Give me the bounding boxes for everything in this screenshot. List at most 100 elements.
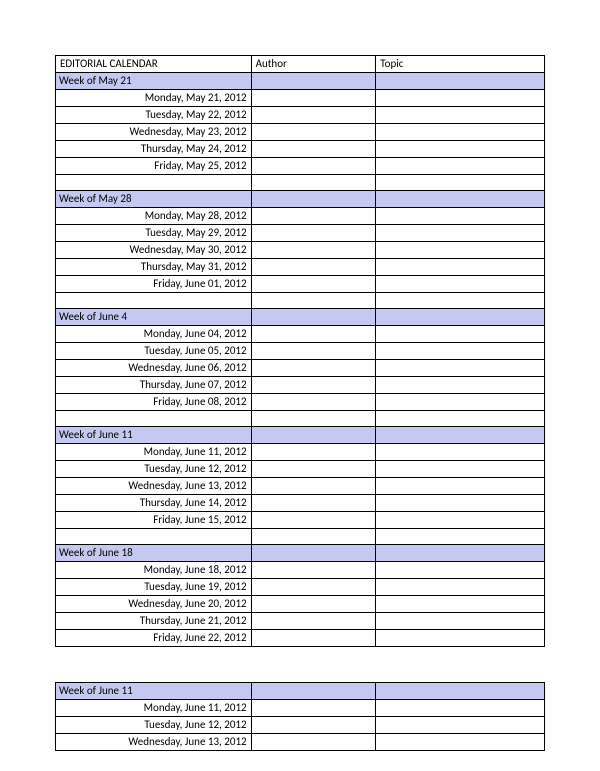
week-header-row: Week of June 11 bbox=[56, 427, 545, 444]
day-row: Friday, June 01, 2012 bbox=[56, 276, 545, 293]
day-row: Monday, May 21, 2012 bbox=[56, 90, 545, 107]
blank-row bbox=[56, 293, 545, 309]
day-date: Friday, June 08, 2012 bbox=[56, 394, 252, 411]
author-cell bbox=[251, 596, 376, 613]
author-cell bbox=[251, 478, 376, 495]
topic-cell bbox=[376, 596, 545, 613]
day-row: Friday, June 08, 2012 bbox=[56, 394, 545, 411]
day-row: Tuesday, May 29, 2012 bbox=[56, 225, 545, 242]
day-date: Thursday, June 14, 2012 bbox=[56, 495, 252, 512]
week-header-row: Week of May 21 bbox=[56, 73, 545, 90]
author-cell bbox=[251, 276, 376, 293]
day-row: Tuesday, June 12, 2012 bbox=[56, 461, 545, 478]
day-row: Monday, June 11, 2012 bbox=[56, 700, 545, 717]
day-date: Thursday, May 24, 2012 bbox=[56, 141, 252, 158]
topic-cell bbox=[376, 259, 545, 276]
week-label: Week of June 11 bbox=[56, 427, 252, 444]
blank-row bbox=[56, 175, 545, 191]
author-cell bbox=[251, 700, 376, 717]
day-row: Thursday, June 14, 2012 bbox=[56, 495, 545, 512]
week-label: Week of May 21 bbox=[56, 73, 252, 90]
day-date: Thursday, June 07, 2012 bbox=[56, 377, 252, 394]
day-date: Friday, June 22, 2012 bbox=[56, 630, 252, 647]
topic-cell bbox=[376, 630, 545, 647]
topic-cell bbox=[376, 461, 545, 478]
day-date: Tuesday, May 29, 2012 bbox=[56, 225, 252, 242]
author-cell bbox=[251, 512, 376, 529]
blank-row bbox=[56, 411, 545, 427]
author-cell bbox=[251, 461, 376, 478]
day-row: Tuesday, June 12, 2012 bbox=[56, 717, 545, 734]
author-cell bbox=[251, 259, 376, 276]
topic-cell bbox=[376, 613, 545, 630]
day-date: Wednesday, June 06, 2012 bbox=[56, 360, 252, 377]
author-cell bbox=[251, 579, 376, 596]
topic-cell bbox=[376, 343, 545, 360]
day-date: Tuesday, June 12, 2012 bbox=[56, 717, 252, 734]
topic-cell bbox=[376, 562, 545, 579]
author-cell bbox=[251, 630, 376, 647]
day-date: Monday, May 21, 2012 bbox=[56, 90, 252, 107]
topic-cell bbox=[376, 360, 545, 377]
header-row: EDITORIAL CALENDARAuthorTopic bbox=[56, 56, 545, 73]
topic-cell bbox=[376, 141, 545, 158]
topic-cell bbox=[376, 107, 545, 124]
author-cell bbox=[251, 734, 376, 751]
day-row: Tuesday, May 22, 2012 bbox=[56, 107, 545, 124]
topic-cell bbox=[376, 326, 545, 343]
author-cell bbox=[251, 107, 376, 124]
topic-cell bbox=[376, 512, 545, 529]
week-header-row: Week of June 11 bbox=[56, 683, 545, 700]
day-date: Tuesday, May 22, 2012 bbox=[56, 107, 252, 124]
topic-cell bbox=[376, 700, 545, 717]
editorial-calendar-table: EDITORIAL CALENDARAuthorTopicWeek of May… bbox=[55, 55, 545, 647]
author-cell bbox=[251, 613, 376, 630]
author-cell bbox=[251, 124, 376, 141]
author-cell bbox=[251, 90, 376, 107]
week-header-row: Week of June 4 bbox=[56, 309, 545, 326]
week-label: Week of June 4 bbox=[56, 309, 252, 326]
day-date: Monday, June 11, 2012 bbox=[56, 444, 252, 461]
author-cell bbox=[251, 562, 376, 579]
day-row: Wednesday, June 13, 2012 bbox=[56, 734, 545, 751]
day-row: Wednesday, May 23, 2012 bbox=[56, 124, 545, 141]
table-gap bbox=[55, 647, 545, 682]
topic-cell bbox=[376, 717, 545, 734]
week-header-row: Week of June 18 bbox=[56, 545, 545, 562]
day-date: Wednesday, May 23, 2012 bbox=[56, 124, 252, 141]
week-label: Week of June 18 bbox=[56, 545, 252, 562]
topic-cell bbox=[376, 208, 545, 225]
week-label: Week of May 28 bbox=[56, 191, 252, 208]
day-row: Wednesday, May 30, 2012 bbox=[56, 242, 545, 259]
day-row: Friday, May 25, 2012 bbox=[56, 158, 545, 175]
day-row: Monday, May 28, 2012 bbox=[56, 208, 545, 225]
week-header-row: Week of May 28 bbox=[56, 191, 545, 208]
day-date: Friday, June 15, 2012 bbox=[56, 512, 252, 529]
blank-row bbox=[56, 529, 545, 545]
topic-cell bbox=[376, 377, 545, 394]
day-row: Thursday, May 31, 2012 bbox=[56, 259, 545, 276]
author-cell bbox=[251, 360, 376, 377]
topic-cell bbox=[376, 276, 545, 293]
day-date: Wednesday, June 13, 2012 bbox=[56, 478, 252, 495]
author-cell bbox=[251, 225, 376, 242]
topic-cell bbox=[376, 478, 545, 495]
week-label: Week of June 11 bbox=[56, 683, 252, 700]
author-cell bbox=[251, 141, 376, 158]
author-cell bbox=[251, 158, 376, 175]
day-date: Thursday, May 31, 2012 bbox=[56, 259, 252, 276]
author-cell bbox=[251, 377, 376, 394]
day-date: Wednesday, June 13, 2012 bbox=[56, 734, 252, 751]
day-date: Monday, June 11, 2012 bbox=[56, 700, 252, 717]
topic-cell bbox=[376, 444, 545, 461]
day-row: Wednesday, June 13, 2012 bbox=[56, 478, 545, 495]
secondary-calendar-table: Week of June 11Monday, June 11, 2012Tues… bbox=[55, 682, 545, 751]
day-date: Tuesday, June 19, 2012 bbox=[56, 579, 252, 596]
day-row: Tuesday, June 19, 2012 bbox=[56, 579, 545, 596]
day-row: Tuesday, June 05, 2012 bbox=[56, 343, 545, 360]
header-topic: Topic bbox=[376, 56, 545, 73]
day-date: Wednesday, May 30, 2012 bbox=[56, 242, 252, 259]
author-cell bbox=[251, 326, 376, 343]
author-cell bbox=[251, 717, 376, 734]
day-date: Tuesday, June 05, 2012 bbox=[56, 343, 252, 360]
